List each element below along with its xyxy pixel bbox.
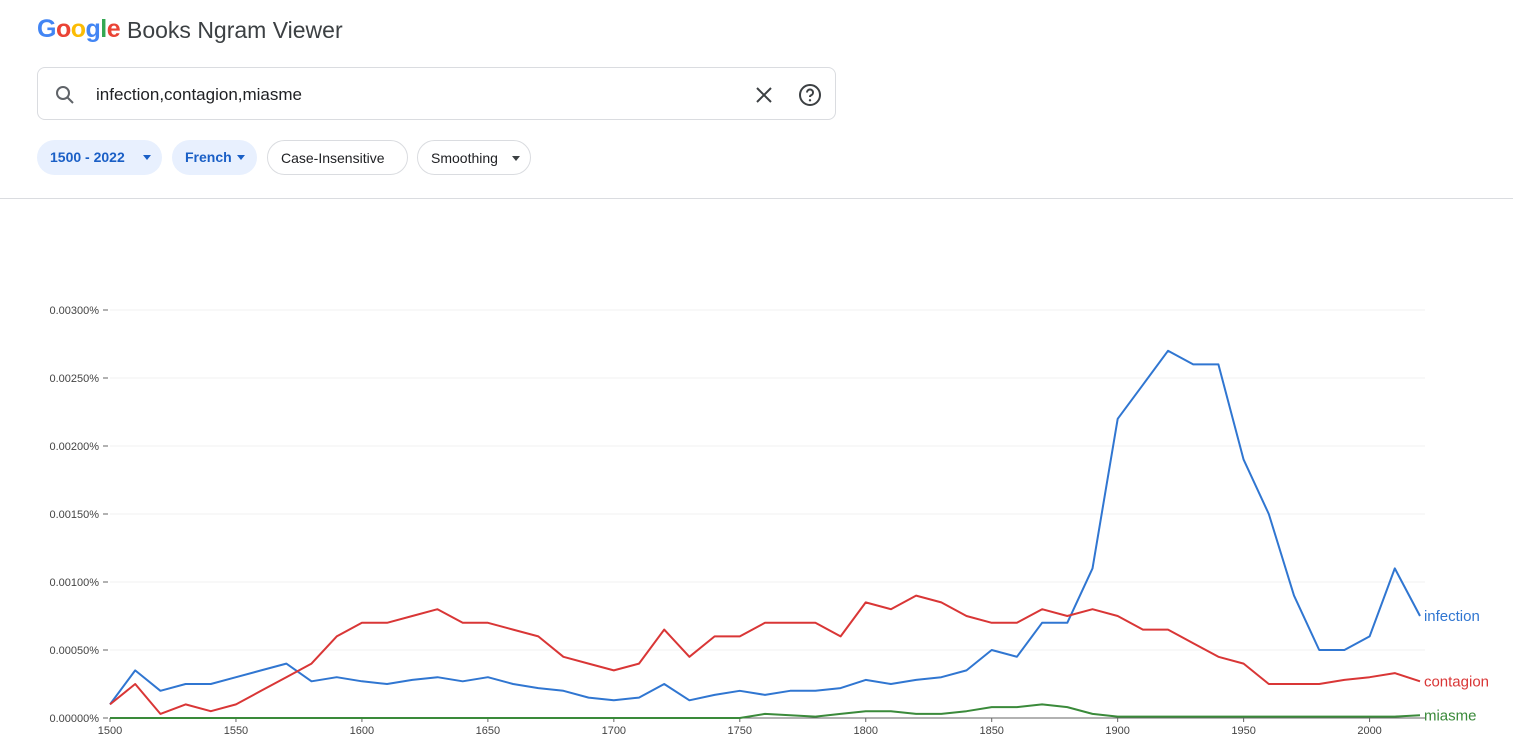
app-title: Books Ngram Viewer [127, 17, 343, 43]
series-label: contagion [1424, 673, 1489, 690]
series-label: miasme [1424, 707, 1477, 724]
series-line [110, 703, 1421, 719]
chip-label: Case-Insensitive [281, 150, 385, 166]
y-tick-label: 0.00150% [49, 509, 99, 521]
chip-label: Smoothing [431, 150, 498, 166]
help-icon[interactable] [798, 83, 822, 107]
y-tick-label: 0.00200% [49, 441, 99, 453]
x-tick-label: 1700 [602, 725, 626, 737]
y-tick-label: 0.00000% [49, 713, 99, 725]
x-tick-label: 1750 [728, 725, 752, 737]
x-tick-label: 1900 [1105, 725, 1129, 737]
search-icon[interactable] [54, 84, 76, 106]
smoothing-chip[interactable]: Smoothing [417, 140, 531, 175]
series-label: infection [1424, 608, 1480, 625]
y-tick-label: 0.00100% [49, 577, 99, 589]
x-tick-label: 1950 [1231, 725, 1255, 737]
x-tick-label: 1800 [854, 725, 878, 737]
chip-label: 1500 - 2022 [50, 149, 125, 165]
case-chip[interactable]: Case-Insensitive [267, 140, 408, 175]
date-range-chip[interactable]: 1500 - 2022 [37, 140, 162, 175]
x-tick-label: 2000 [1357, 725, 1381, 737]
series-line [109, 349, 1421, 705]
separator [0, 198, 1513, 199]
logo[interactable]: Google [37, 15, 121, 43]
corpus-chip[interactable]: French [172, 140, 257, 175]
chip-label: French [185, 149, 232, 165]
y-tick-label: 0.00050% [49, 645, 99, 657]
search-box[interactable]: infection,contagion,miasme [37, 67, 836, 120]
x-tick-label: 1650 [476, 725, 500, 737]
y-tick-label: 0.00300% [49, 305, 99, 317]
x-tick-label: 1850 [979, 725, 1003, 737]
x-tick-label: 1550 [224, 725, 248, 737]
series-line [109, 594, 1421, 715]
x-tick-label: 1600 [350, 725, 374, 737]
x-tick-label: 1500 [98, 725, 122, 737]
y-tick-label: 0.00250% [49, 373, 99, 385]
search-query[interactable]: infection,contagion,miasme [96, 85, 303, 104]
clear-icon[interactable] [755, 86, 773, 104]
